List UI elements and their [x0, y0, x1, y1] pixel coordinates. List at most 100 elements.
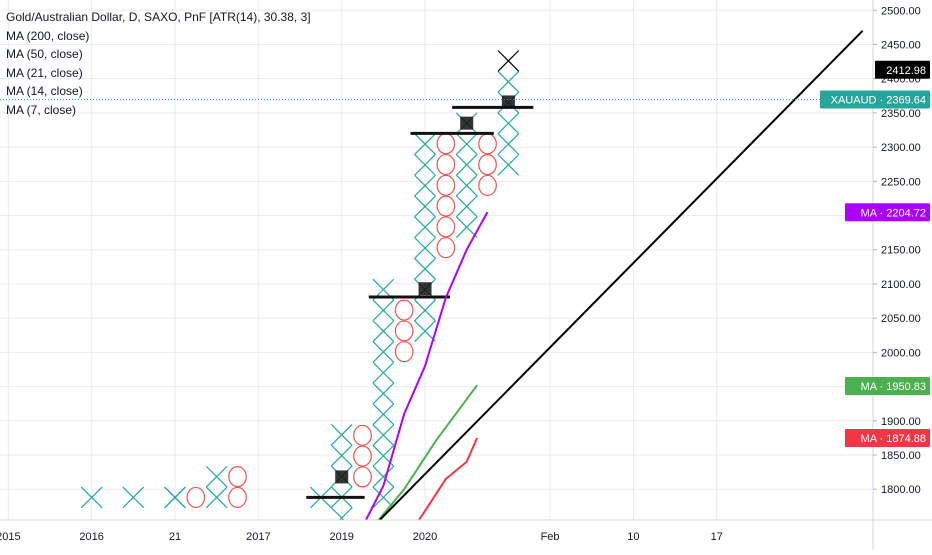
o-box	[436, 216, 456, 238]
x-box	[414, 320, 436, 342]
plot-clip	[0, 30, 873, 520]
x-tick-label: 2020	[413, 531, 437, 543]
y-tick-label: 2450.00	[881, 39, 921, 51]
x-tick-label: 2017	[246, 531, 270, 543]
x-box	[330, 444, 353, 467]
price-label-purple: MA · 2204.72	[845, 203, 930, 222]
o-box	[436, 133, 456, 155]
y-tick-label: 2350.00	[881, 108, 921, 120]
x-box	[372, 299, 395, 322]
x-box	[372, 320, 395, 342]
price-label-text: 2412.98	[886, 65, 926, 77]
x-box	[164, 486, 186, 509]
x-box	[414, 216, 436, 239]
price-label-text: XAUAUD · 2369.64	[831, 94, 926, 106]
x-tick-label: 10	[627, 531, 639, 543]
x-tick-label: 2019	[329, 531, 353, 543]
x-box	[414, 237, 436, 259]
last-x-box	[497, 50, 520, 72]
price-label-teal: XAUAUD · 2369.64	[820, 90, 930, 109]
x-box	[372, 403, 395, 426]
y-tick-label: 2150.00	[881, 245, 921, 257]
o-box	[186, 486, 206, 508]
ma-line	[364, 211, 489, 520]
price-label-red: MA · 1874.88	[845, 428, 930, 447]
indicator-ma-200[interactable]: MA (200, close)	[6, 28, 90, 43]
x-box	[497, 133, 520, 155]
o-box	[478, 174, 497, 196]
o-box	[353, 445, 372, 467]
y-tick-label: 1900.00	[881, 416, 921, 428]
x-tick-label: 21	[169, 531, 181, 543]
x-box	[414, 174, 436, 197]
y-tick-label: 2100.00	[881, 279, 921, 291]
o-box	[436, 237, 456, 259]
x-box	[414, 299, 436, 322]
y-tick-label: 1800.00	[881, 484, 921, 496]
plot-area	[0, 30, 873, 520]
o-box	[353, 466, 372, 488]
x-box	[414, 257, 436, 280]
breakout-marker	[460, 116, 474, 130]
price-labels: 2412.98 XAUAUD · 2369.64 MA · 2204.72 MA · …	[820, 60, 930, 447]
x-box	[205, 465, 228, 488]
x-box	[372, 341, 395, 363]
legend: Gold/Australian Dollar, D, SAXO, PnF [AT…	[6, 8, 311, 119]
y-tick-label: 2050.00	[881, 313, 921, 325]
indicator-ma-50[interactable]: MA (50, close)	[6, 47, 83, 61]
price-label-text: MA · 1950.83	[861, 381, 926, 393]
x-box	[414, 154, 436, 176]
x-tick-label: 2016	[79, 531, 103, 543]
price-label-black: 2412.98	[875, 60, 930, 79]
chart-title[interactable]: Gold/Australian Dollar, D, SAXO, PnF [AT…	[6, 10, 311, 24]
breakout-marker	[501, 95, 515, 109]
y-tick-label: 2250.00	[881, 176, 921, 188]
x-box	[455, 153, 478, 176]
indicator-ma-14[interactable]: MA (14, close)	[6, 84, 83, 98]
x-box	[372, 465, 395, 488]
o-box	[478, 133, 497, 155]
indicator-ma-7[interactable]: MA (7, close)	[6, 102, 77, 117]
x-box	[455, 133, 478, 155]
breakout-marker	[418, 282, 432, 296]
x-tick-label: 2015	[0, 531, 21, 543]
o-box	[353, 424, 372, 446]
x-box	[455, 216, 478, 238]
price-label-text: MA · 1874.88	[861, 433, 926, 445]
x-box	[455, 174, 478, 197]
y-tick-label: 2300.00	[881, 142, 921, 154]
o-box	[436, 195, 456, 217]
price-label-green: MA · 1950.83	[845, 377, 930, 396]
o-box	[394, 320, 414, 342]
x-box	[372, 424, 395, 446]
x-box	[205, 486, 228, 509]
x-box	[372, 382, 395, 405]
x-box	[372, 486, 395, 509]
x-box	[330, 423, 353, 446]
ma-line	[377, 384, 478, 520]
o-box	[228, 486, 247, 508]
o-box	[228, 466, 247, 488]
x-box	[414, 195, 436, 218]
ma-line	[417, 437, 479, 520]
x-box	[330, 507, 353, 520]
o-box	[394, 341, 414, 363]
price-label-text: MA · 2204.72	[861, 207, 926, 219]
x-box	[497, 112, 520, 135]
x-box	[80, 486, 103, 509]
x-tick-label: Feb	[541, 531, 560, 543]
y-tick-label: 2000.00	[881, 347, 921, 359]
o-box	[436, 153, 456, 176]
indicator-ma-21[interactable]: MA (21, close)	[6, 65, 83, 80]
x-box	[372, 361, 395, 384]
grid	[0, 0, 873, 520]
x-box	[455, 195, 478, 218]
x-box	[497, 70, 520, 93]
x-box	[497, 154, 520, 176]
x-tick-label: 17	[711, 531, 723, 543]
x-box	[414, 133, 436, 155]
x-box	[122, 486, 145, 509]
breakout-marker	[335, 470, 349, 484]
